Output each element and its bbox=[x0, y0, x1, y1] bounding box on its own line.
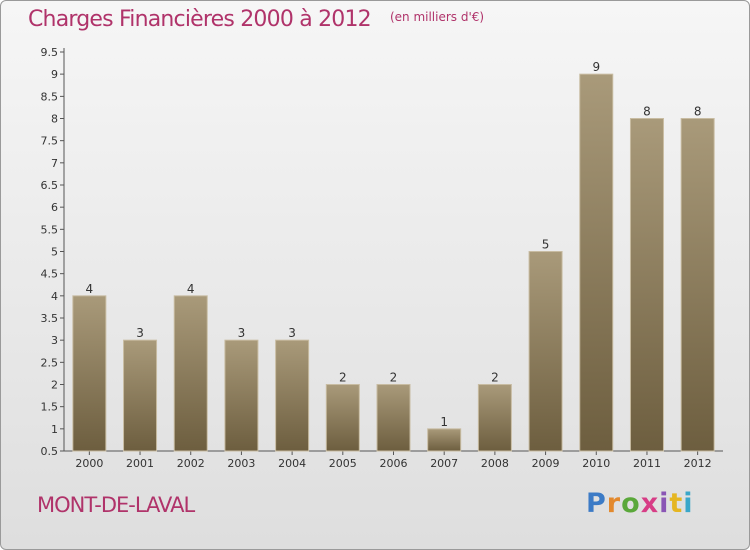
x-tick-label: 2007 bbox=[430, 457, 458, 470]
bar bbox=[224, 339, 259, 452]
bar-data-label: 9 bbox=[592, 60, 600, 74]
chart-title: Charges Financières 2000 à 2012 bbox=[28, 7, 372, 32]
x-tick-label: 2009 bbox=[532, 457, 560, 470]
title-row: Charges Financières 2000 à 2012 (en mill… bbox=[28, 7, 484, 32]
y-tick-label: 6 bbox=[51, 201, 58, 214]
bar bbox=[427, 428, 462, 452]
x-tick-label: 2004 bbox=[278, 457, 306, 470]
brand-letter: t bbox=[669, 488, 684, 519]
y-tick-label: 0.5 bbox=[41, 445, 59, 458]
brand-logo: Proxiti bbox=[586, 488, 694, 519]
x-tick-label: 2003 bbox=[227, 457, 255, 470]
bar-data-label: 5 bbox=[542, 238, 550, 252]
bar-data-label: 2 bbox=[339, 371, 347, 385]
bar bbox=[123, 339, 158, 452]
y-tick-label: 5 bbox=[51, 246, 58, 259]
bar bbox=[579, 73, 614, 452]
bar-data-label: 4 bbox=[187, 282, 195, 296]
x-tick-label: 2001 bbox=[126, 457, 154, 470]
y-tick-label: 9.5 bbox=[41, 46, 59, 59]
x-tick-label: 2010 bbox=[582, 457, 610, 470]
bar bbox=[528, 251, 563, 452]
y-tick-label: 2 bbox=[51, 379, 58, 392]
x-tick-label: 2012 bbox=[684, 457, 712, 470]
bar-data-label: 8 bbox=[694, 105, 702, 119]
x-tick-label: 2005 bbox=[329, 457, 357, 470]
brand-letter: o bbox=[621, 488, 641, 519]
y-tick-label: 6.5 bbox=[41, 179, 59, 192]
y-tick-label: 5.5 bbox=[41, 223, 59, 236]
bar-data-label: 4 bbox=[86, 282, 94, 296]
bar bbox=[629, 118, 664, 452]
brand-letter: i bbox=[659, 488, 670, 519]
bar bbox=[680, 118, 715, 452]
y-tick-label: 7.5 bbox=[41, 135, 59, 148]
bar bbox=[173, 295, 208, 452]
bar-data-label: 3 bbox=[136, 326, 144, 340]
brand-letter: i bbox=[683, 488, 694, 519]
brand-letter: r bbox=[606, 488, 622, 519]
bar-data-label: 3 bbox=[238, 326, 246, 340]
y-tick-label: 3.5 bbox=[41, 312, 59, 325]
bar bbox=[72, 295, 107, 452]
bar-data-label: 2 bbox=[491, 371, 499, 385]
y-tick-label: 7 bbox=[51, 157, 58, 170]
y-tick-label: 4 bbox=[51, 290, 58, 303]
bar-data-label: 8 bbox=[643, 105, 651, 119]
bar bbox=[477, 384, 512, 452]
bar bbox=[376, 384, 411, 452]
y-tick-label: 8 bbox=[51, 113, 58, 126]
bar bbox=[275, 339, 310, 452]
y-tick-label: 2.5 bbox=[41, 356, 59, 369]
x-tick-label: 2006 bbox=[380, 457, 408, 470]
bar-data-label: 1 bbox=[440, 415, 448, 429]
bar bbox=[325, 384, 360, 452]
x-tick-label: 2008 bbox=[481, 457, 509, 470]
bar-data-label: 2 bbox=[390, 371, 398, 385]
x-tick-label: 2002 bbox=[177, 457, 205, 470]
bar-data-label: 3 bbox=[288, 326, 296, 340]
commune-name: MONT-DE-LAVAL bbox=[37, 493, 195, 517]
chart-subtitle: (en milliers d'€) bbox=[389, 10, 485, 24]
y-tick-label: 4.5 bbox=[41, 268, 59, 281]
y-tick-label: 8.5 bbox=[41, 90, 59, 103]
y-tick-label: 3 bbox=[51, 334, 58, 347]
y-tick-label: 1.5 bbox=[41, 401, 59, 414]
x-tick-label: 2011 bbox=[633, 457, 661, 470]
y-tick-label: 1 bbox=[51, 423, 58, 436]
brand-letter: P bbox=[586, 488, 607, 519]
x-tick-label: 2000 bbox=[75, 457, 103, 470]
y-tick-label: 9 bbox=[51, 68, 58, 81]
brand-letter: x bbox=[640, 488, 660, 519]
